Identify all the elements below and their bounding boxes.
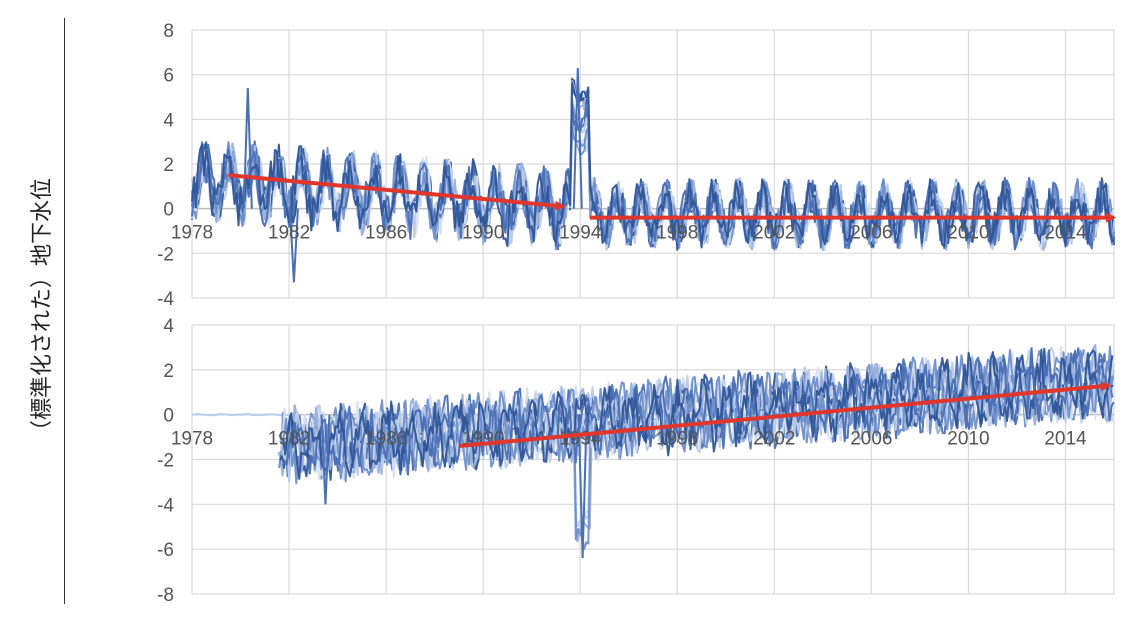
x-tick-label: 1986	[365, 223, 407, 244]
x-tick-label: 2002	[753, 429, 795, 450]
series-line	[191, 82, 1115, 249]
x-tick-label: 1990	[462, 223, 504, 244]
y-tick-label: -4	[157, 495, 174, 516]
series-spike	[242, 88, 253, 209]
y-tick-label: 2	[163, 155, 174, 176]
series-spike	[577, 414, 588, 559]
y-tick-label: -4	[157, 289, 174, 310]
y-tick-label: 8	[163, 21, 174, 42]
y-tick-label: 4	[163, 316, 174, 337]
y-tick-label: -2	[157, 451, 174, 472]
series-line	[281, 348, 1115, 485]
series-line	[282, 348, 1114, 480]
series-spike	[288, 208, 299, 283]
x-tick-label: 1982	[268, 223, 310, 244]
series-line	[281, 349, 1115, 476]
x-tick-label: 1978	[171, 223, 213, 244]
x-tick-label: 2010	[947, 223, 989, 244]
y-tick-label: 6	[163, 66, 174, 87]
x-tick-label: 1982	[268, 429, 310, 450]
x-tick-label: 2006	[850, 223, 892, 244]
x-tick-label: 2014	[1044, 429, 1087, 450]
y-tick-label: -6	[157, 540, 174, 561]
x-tick-label: 1978	[171, 429, 213, 450]
panel-top: 8 6 4 2 0 -2 -4 1978 1982 1986 1990 1994 1998 2002 200…	[157, 21, 1116, 310]
x-tick-label: 2006	[850, 429, 892, 450]
trend-arrow	[458, 381, 1112, 449]
y-tick-label: 0	[163, 406, 174, 427]
ylabel-divider-line	[64, 18, 65, 604]
series-spike	[572, 67, 583, 209]
x-tick-label: 1986	[365, 429, 407, 450]
y-tick-label: 2	[163, 361, 174, 382]
series-spike	[320, 414, 331, 505]
x-tick-label: 2014	[1044, 223, 1087, 244]
x-tick-label: 1998	[656, 429, 698, 450]
x-tick-label: 1994	[559, 223, 602, 244]
x-tick-label: 2010	[947, 429, 989, 450]
x-tick-label: 2002	[753, 223, 795, 244]
trend-arrow	[228, 173, 566, 211]
x-tick-label: 1998	[656, 223, 698, 244]
y-tick-label: -2	[157, 244, 174, 265]
y-tick-label: -8	[157, 585, 174, 606]
y-tick-label: 4	[163, 110, 174, 131]
y-tick-label: 0	[163, 200, 174, 221]
